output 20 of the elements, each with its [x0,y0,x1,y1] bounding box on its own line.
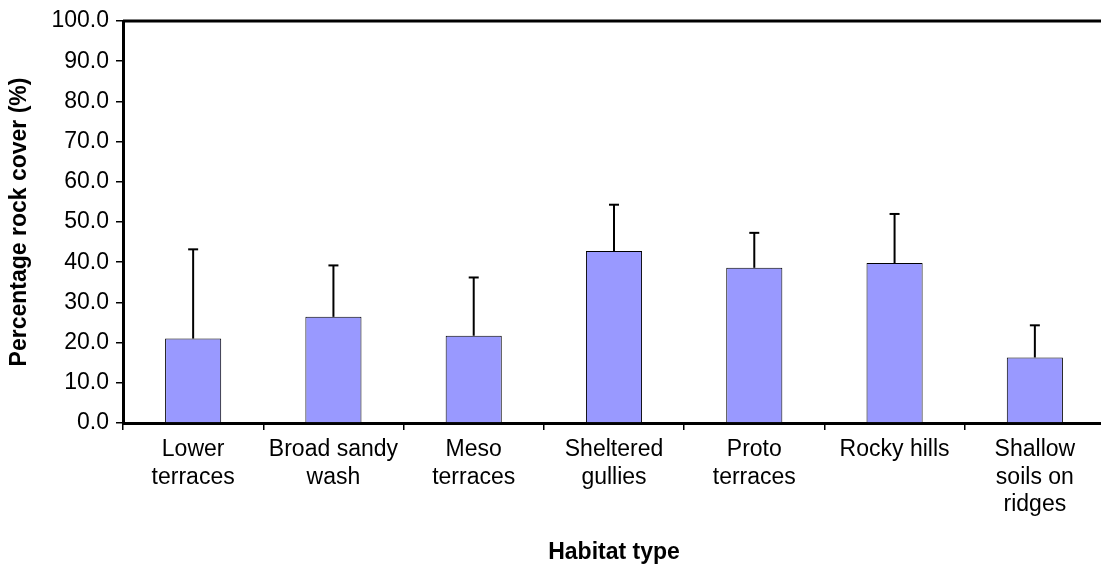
x-tick-label: Broad sandy wash [268,435,399,489]
x-tick-label: Shallow soils on ridges [994,435,1076,517]
x-tick-label: Lower terraces [151,435,235,489]
y-tick-label: 70.0 [64,126,109,153]
y-tick-label: 10.0 [64,368,109,395]
y-tick-label: 100.0 [51,6,109,33]
x-tick-label: Sheltered gullies [564,435,664,489]
y-tick-label: 90.0 [64,46,109,73]
y-tick-label: 30.0 [64,287,109,314]
x-tick-label: Rocky hills [839,435,950,462]
y-axis-title: Percentage rock cover (%) [5,77,32,367]
y-tick-label: 40.0 [64,247,109,274]
x-axis-title: Habitat type [548,537,680,564]
y-tick-label: 20.0 [64,327,109,354]
y-tick-label: 50.0 [64,207,109,234]
y-tick-label: 80.0 [64,86,109,113]
y-tick-label: 60.0 [64,167,109,194]
y-tick-label: 0.0 [77,408,109,435]
x-tick-label: Proto terraces [712,435,796,489]
x-tick-label: Meso terraces [432,435,516,489]
